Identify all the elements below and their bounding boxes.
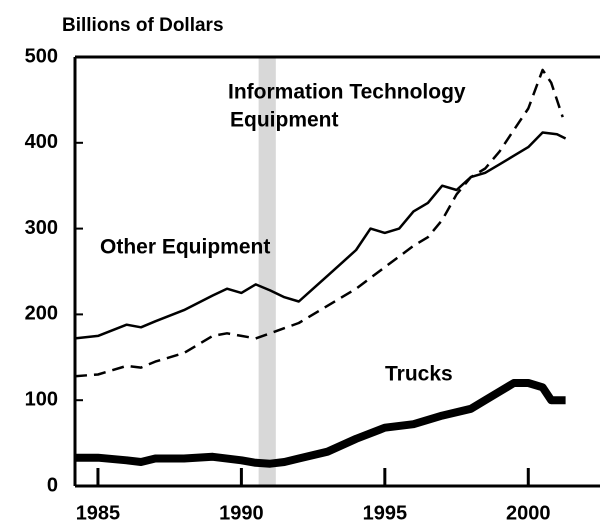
- series-label: Other Equipment: [100, 236, 270, 259]
- x-tick-label: 1985: [76, 502, 121, 524]
- series-line: [75, 379, 566, 468]
- series-line: [74, 68, 564, 378]
- series-label: Information Technology: [228, 81, 466, 104]
- series-label: Trucks: [385, 363, 453, 386]
- series-label: Equipment: [230, 109, 339, 132]
- y-tick-label: 500: [25, 45, 58, 67]
- x-tick-label: 1995: [363, 502, 408, 524]
- y-tick-label: 400: [25, 131, 58, 153]
- recession-band: [258, 57, 276, 486]
- y-tick-label: 300: [25, 217, 58, 239]
- y-axis-label: Billions of Dollars: [62, 15, 224, 36]
- x-tick-label: 1990: [219, 502, 264, 524]
- y-tick-label: 100: [25, 388, 58, 410]
- x-tick-label: 2000: [506, 502, 551, 524]
- y-tick-label: 0: [47, 474, 58, 496]
- series-line: [74, 131, 567, 340]
- y-tick-label: 200: [25, 303, 58, 325]
